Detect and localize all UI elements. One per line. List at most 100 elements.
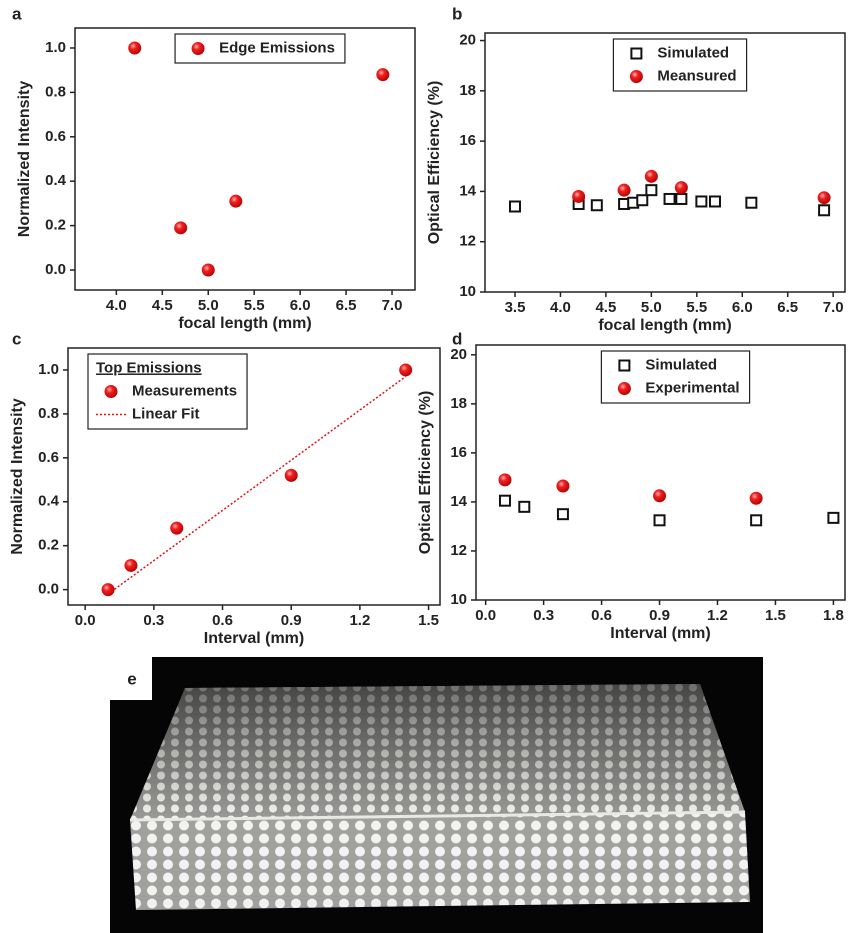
legend-label: Simulated xyxy=(645,356,717,373)
y-tick-label: 20 xyxy=(459,32,476,49)
x-tick-label: 6.5 xyxy=(336,297,357,314)
y-tick-label: 0.4 xyxy=(38,493,60,510)
x-tick-label: 0.0 xyxy=(475,607,496,624)
point xyxy=(827,511,840,524)
panel-label: b xyxy=(452,4,462,23)
point xyxy=(817,191,831,205)
legend-swatch xyxy=(629,70,643,83)
legend: Simulated Experimental xyxy=(600,350,751,404)
plot-frame xyxy=(484,32,846,293)
y-tick-label: 0.0 xyxy=(45,261,66,278)
x-tick-label: 3.5 xyxy=(505,299,526,316)
y-tick-label: 1.0 xyxy=(45,39,66,56)
point xyxy=(101,583,115,597)
legend: Edge Emissions xyxy=(174,33,346,64)
point xyxy=(572,189,586,203)
legend-label: Linear Fit xyxy=(132,405,200,422)
point xyxy=(653,489,667,503)
x-tick-label: 7.0 xyxy=(823,299,844,316)
y-tick-label: 20 xyxy=(450,346,467,363)
x-tick-label: 1.5 xyxy=(765,607,786,624)
x-tick-label: 6.0 xyxy=(290,297,311,314)
x-tick-label: 4.0 xyxy=(106,297,127,314)
legend: Simulated Meansured xyxy=(612,38,748,92)
point xyxy=(124,558,138,572)
y-tick-label: 1.0 xyxy=(38,361,59,378)
y-tick-label: 0.0 xyxy=(38,581,59,598)
legend-label: Edge Emissions xyxy=(219,39,335,56)
x-axis-label: focal length (mm) xyxy=(598,317,731,334)
y-tick-label: 0.8 xyxy=(45,83,66,100)
y-axis-label: Normalized Intensity xyxy=(9,398,26,555)
point xyxy=(636,194,649,207)
y-tick-label: 14 xyxy=(450,493,467,510)
y-tick-label: 10 xyxy=(450,591,467,608)
panel-label: e xyxy=(127,669,136,688)
photo-panel: e xyxy=(110,657,763,933)
y-tick-label: 12 xyxy=(450,542,467,559)
point xyxy=(498,473,512,487)
label-box xyxy=(110,657,152,700)
legend-swatch xyxy=(191,42,205,55)
point xyxy=(170,521,184,535)
chart-panel: 4.0 4.5 5.0 5.5 6.0 6.5 7.0 0.0 0.2 0.4 0.6 0.8 1.0 f… xyxy=(12,4,416,332)
y-tick-label: 0.2 xyxy=(38,537,59,554)
x-tick-label: 6.5 xyxy=(777,299,798,316)
legend-box xyxy=(174,33,346,64)
point xyxy=(749,491,763,505)
chart-panel: 0.0 0.3 0.6 0.9 1.2 1.5 0.0 0.2 0.4 0.6 0.8 1.0 Inte… xyxy=(9,329,441,647)
slab-edge xyxy=(129,810,746,822)
x-tick-label: 0.3 xyxy=(143,612,164,629)
legend-label: Measurements xyxy=(132,382,237,399)
x-tick-label: 1.5 xyxy=(418,612,439,629)
x-tick-label: 7.0 xyxy=(382,297,403,314)
point xyxy=(750,514,763,527)
chart-panel: 3.5 4.0 4.5 5.0 5.5 6.0 6.5 7.0 10 12 14 16 18 20 foca… xyxy=(426,4,846,334)
x-tick-label: 4.5 xyxy=(152,297,173,314)
x-axis-label: Interval (mm) xyxy=(610,625,710,642)
panel-label: a xyxy=(12,4,22,23)
point xyxy=(174,221,188,235)
panel-label: d xyxy=(452,329,462,348)
legend-swatch xyxy=(630,47,643,60)
plot-frame xyxy=(475,344,846,601)
y-axis-label: Optical Efficiency (%) xyxy=(417,391,434,555)
panel-label: c xyxy=(12,329,21,348)
x-tick-label: 4.0 xyxy=(550,299,571,316)
point xyxy=(675,192,688,205)
x-tick-label: 1.8 xyxy=(823,607,844,624)
point xyxy=(644,169,658,183)
point xyxy=(399,363,413,377)
point xyxy=(376,68,390,82)
plot-frame xyxy=(67,347,441,606)
x-tick-label: 5.5 xyxy=(686,299,707,316)
y-tick-label: 18 xyxy=(450,395,467,412)
x-tick-label: 0.9 xyxy=(649,607,670,624)
legend-swatch xyxy=(617,382,631,395)
x-axis-label: Interval (mm) xyxy=(204,630,304,647)
x-tick-label: 1.2 xyxy=(349,612,370,629)
x-tick-label: 5.5 xyxy=(244,297,265,314)
point xyxy=(709,195,721,208)
point xyxy=(284,468,298,482)
chart-panel: 0.0 0.3 0.6 0.9 1.2 1.5 1.8 10 12 14 16 18 20 Interva… xyxy=(417,329,846,642)
x-tick-label: 0.6 xyxy=(212,612,233,629)
y-tick-label: 18 xyxy=(459,82,476,99)
x-tick-label: 0.9 xyxy=(281,612,302,629)
point xyxy=(674,181,688,195)
y-tick-label: 10 xyxy=(459,283,476,300)
point xyxy=(663,192,676,205)
point xyxy=(229,194,243,208)
point xyxy=(590,199,603,212)
x-tick-label: 0.3 xyxy=(533,607,554,624)
point xyxy=(617,183,631,197)
y-tick-label: 16 xyxy=(450,444,467,461)
y-tick-label: 0.6 xyxy=(38,449,59,466)
x-tick-label: 1.2 xyxy=(707,607,728,624)
y-tick-label: 12 xyxy=(459,233,476,250)
legend-label: Simulated xyxy=(657,44,729,61)
point xyxy=(509,200,521,213)
point xyxy=(818,204,831,217)
x-tick-label: 0.6 xyxy=(591,607,612,624)
point xyxy=(653,514,666,527)
